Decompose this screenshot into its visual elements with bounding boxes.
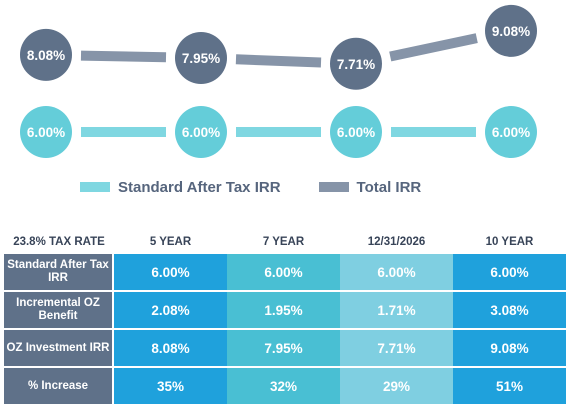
row-label: OZ Investment IRR xyxy=(4,330,114,368)
total-point xyxy=(175,32,227,84)
table-cell: 6.00% xyxy=(340,254,453,292)
column-header: 5 YEAR xyxy=(114,230,227,254)
table-cell: 6.00% xyxy=(453,254,566,292)
total-data-label: 9.08% xyxy=(492,24,530,39)
table-cell: 8.08% xyxy=(114,330,227,368)
standard-point xyxy=(485,106,537,158)
standard-data-label: 6.00% xyxy=(492,125,530,140)
table-row: % Increase 35% 32% 29% 51% xyxy=(4,368,566,406)
total-line-segment xyxy=(235,54,322,68)
table-cell: 1.95% xyxy=(227,292,340,330)
standard-data-label: 6.00% xyxy=(337,125,375,140)
row-label: % Increase xyxy=(4,368,114,406)
row-label: Standard After Tax IRR xyxy=(4,254,114,292)
legend-label-total: Total IRR xyxy=(356,178,422,196)
table-cell: 2.08% xyxy=(114,292,227,330)
table-cell: 9.08% xyxy=(453,330,566,368)
standard-point xyxy=(175,106,227,158)
legend-swatch-total xyxy=(318,182,349,192)
row-label: Incremental OZ Benefit xyxy=(4,292,114,330)
irr-line-chart: 6.00% 6.00% 6.00% 6.00% 8.08% 7.95% 7.71% 9.08% xyxy=(20,4,537,158)
column-header: 7 YEAR xyxy=(227,230,340,254)
standard-point xyxy=(20,106,72,158)
table-row: Standard After Tax IRR 6.00% 6.00% 6.00%… xyxy=(4,254,566,292)
total-point xyxy=(485,4,537,57)
total-data-label: 7.71% xyxy=(337,57,375,72)
table-cell: 3.08% xyxy=(453,292,566,330)
table-cell: 35% xyxy=(114,368,227,406)
legend-item-total: Total IRR xyxy=(318,178,422,196)
column-header: 12/31/2026 xyxy=(340,230,453,254)
total-line-segment xyxy=(80,50,167,63)
table-cell: 7.95% xyxy=(227,330,340,368)
total-data-label: 7.95% xyxy=(182,51,220,66)
standard-data-label: 6.00% xyxy=(27,125,65,140)
legend-item-standard: Standard After Tax IRR xyxy=(80,179,281,196)
table-cell: 1.71% xyxy=(340,292,453,330)
irr-table: 23.8% TAX RATE 5 YEAR 7 YEAR 12/31/2026 … xyxy=(4,230,566,406)
total-point xyxy=(330,37,382,90)
table-row: OZ Investment IRR 8.08% 7.95% 7.71% 9.08… xyxy=(4,330,566,368)
table-row: Incremental OZ Benefit 2.08% 1.95% 1.71%… xyxy=(4,292,566,330)
table-header-row: 23.8% TAX RATE 5 YEAR 7 YEAR 12/31/2026 … xyxy=(4,230,566,254)
table-cell: 29% xyxy=(340,368,453,406)
standard-point xyxy=(330,106,382,158)
table-cell: 6.00% xyxy=(114,254,227,292)
total-point xyxy=(20,28,72,81)
total-data-label: 8.08% xyxy=(27,48,65,63)
table-cell: 32% xyxy=(227,368,340,406)
chart-legend: Standard After Tax IRR Total IRR xyxy=(80,176,421,198)
table-cell: 51% xyxy=(453,368,566,406)
tax-rate-header: 23.8% TAX RATE xyxy=(4,230,114,254)
standard-data-label: 6.00% xyxy=(182,125,220,140)
total-line-segment xyxy=(389,33,478,62)
table-cell: 7.71% xyxy=(340,330,453,368)
legend-swatch-standard xyxy=(80,182,110,192)
table-cell: 6.00% xyxy=(227,254,340,292)
column-header: 10 YEAR xyxy=(453,230,566,254)
legend-label-standard: Standard After Tax IRR xyxy=(118,178,281,196)
